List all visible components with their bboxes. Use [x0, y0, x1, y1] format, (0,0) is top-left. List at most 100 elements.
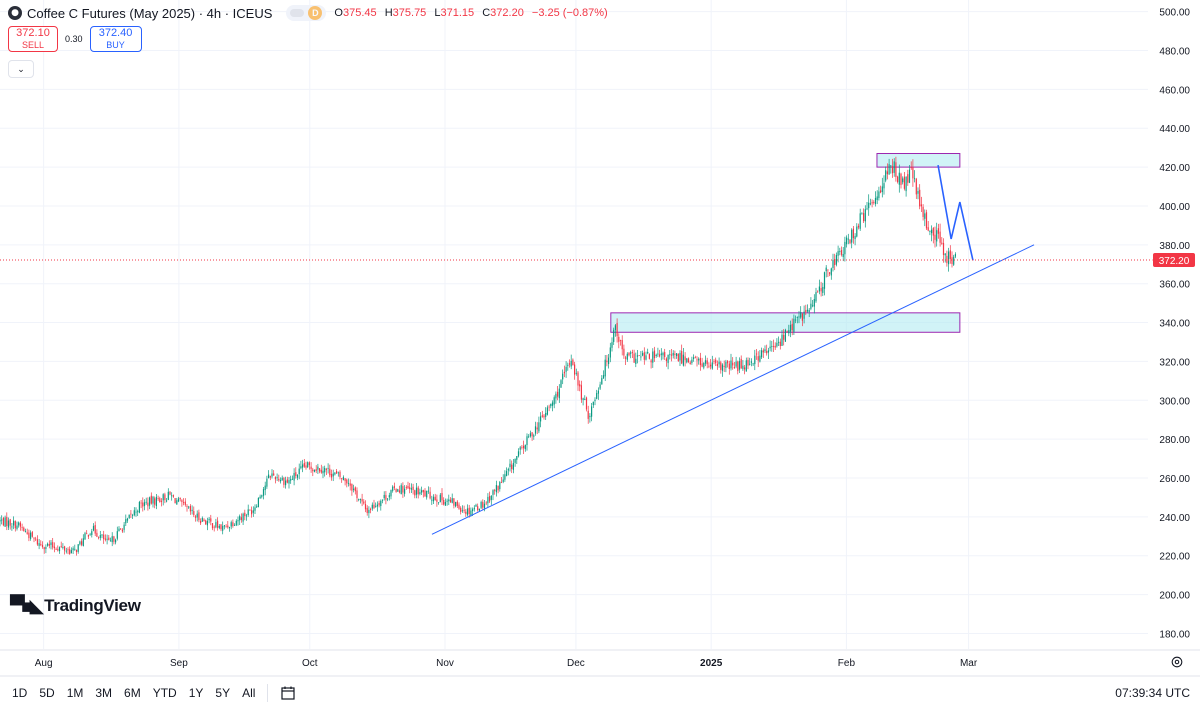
candle-body [101, 534, 103, 536]
candle-body [251, 510, 253, 515]
candle-body [895, 162, 897, 177]
candle-body [907, 174, 909, 183]
candle-body [286, 479, 288, 483]
clock-display[interactable]: 07:39:34 UTC [1115, 686, 1190, 700]
buy-button[interactable]: 372.40 BUY [89, 26, 142, 52]
candle-body [308, 462, 310, 466]
bottom-toolbar: 1D 5D 1M 3M 6M YTD 1Y 5Y All 07:39:34 UT… [0, 678, 1200, 708]
candle-body [744, 367, 746, 370]
candle-body [347, 482, 350, 484]
candle-body [932, 228, 934, 236]
candle-body [116, 531, 118, 539]
candle-body [33, 538, 35, 540]
buy-price: 372.40 [98, 27, 133, 39]
candle-body [470, 510, 472, 516]
candle-body [147, 502, 149, 507]
tradingview-logo[interactable]: ▀▪◣ TradingView [10, 595, 141, 617]
range-1m-button[interactable]: 1M [66, 686, 84, 700]
candle-body [495, 485, 497, 493]
candle-body [223, 525, 225, 527]
candle-body [174, 498, 176, 504]
time-axis[interactable]: Aug Sep Oct Nov Dec 2025 Feb Mar [0, 649, 1200, 677]
candle-body [152, 496, 154, 504]
candle-body [230, 522, 232, 527]
candle-body [602, 375, 605, 379]
collapse-legend-button[interactable]: ⌄ [8, 60, 34, 78]
candle-body [699, 357, 701, 366]
candle-body [293, 472, 295, 481]
delayed-badge: D [308, 6, 323, 20]
range-5y-button[interactable]: 5Y [215, 686, 231, 700]
candle-body [228, 527, 231, 529]
range-ytd-button[interactable]: YTD [152, 686, 177, 700]
candle-body [829, 272, 831, 274]
price-tick-label: 220.00 [1159, 552, 1190, 563]
candle-body [543, 415, 545, 418]
symbol-title[interactable]: Coffee C Futures (May 2025) · 4h · ICEUS [27, 5, 273, 21]
candle-body [810, 303, 812, 309]
spread-value: 0.30 [65, 34, 83, 44]
candle-body [759, 355, 761, 362]
candle-body [434, 496, 436, 501]
open-value: 375.45 [342, 7, 377, 19]
candle-body [405, 486, 407, 488]
range-all-button[interactable]: All [242, 686, 256, 700]
candle-body [336, 471, 338, 474]
candle-body [939, 231, 941, 243]
range-1d-button[interactable]: 1D [12, 686, 28, 700]
candle-body [579, 384, 581, 387]
range-6m-button[interactable]: 6M [124, 686, 141, 700]
candle-body [818, 286, 820, 292]
candle-body [315, 469, 317, 471]
candle-body [740, 358, 742, 369]
candle-body [142, 502, 144, 507]
range-3m-button[interactable]: 3M [95, 686, 113, 700]
candle-body [693, 357, 695, 359]
candle-body [924, 213, 926, 219]
candle-body [927, 227, 929, 231]
candle-body [499, 482, 501, 490]
candle-body [591, 406, 593, 417]
candle-body [555, 393, 557, 399]
candle-body [244, 512, 246, 517]
low-label: L [434, 7, 441, 19]
candle-body [366, 507, 368, 513]
candle-body [162, 494, 164, 501]
calendar-icon[interactable] [280, 685, 296, 701]
candle-body [429, 491, 431, 499]
candle-body [490, 495, 492, 500]
candle-body [99, 535, 101, 538]
candle-body [475, 504, 477, 507]
candle-body [305, 465, 307, 468]
range-1y-button[interactable]: 1Y [188, 686, 204, 700]
candle-body [893, 161, 895, 173]
candle-body [596, 393, 598, 399]
candle-body [725, 361, 727, 368]
candle-body [28, 532, 30, 539]
candle-body [344, 478, 346, 482]
gear-icon[interactable] [1170, 655, 1184, 669]
price-axis[interactable]: 500.00 480.00 460.00 440.00 420.00 400.00 380.… [1151, 0, 1195, 649]
candle-body [524, 444, 526, 450]
candle-body [239, 516, 241, 521]
candle-body [356, 490, 358, 499]
candle-body [805, 310, 807, 312]
candle-body [303, 463, 305, 467]
range-5d-button[interactable]: 5D [39, 686, 55, 700]
candle-body [149, 497, 151, 506]
last-price-label: 372.20 [1159, 256, 1190, 267]
candle-body [771, 345, 773, 347]
candle-body [121, 529, 123, 532]
candle-body [859, 213, 861, 229]
time-tick-label: Sep [170, 658, 188, 669]
candle-body [125, 519, 127, 524]
market-status-pill[interactable]: D [286, 5, 327, 21]
candle-body [800, 312, 802, 318]
candle-body [439, 494, 441, 503]
candle-body [232, 522, 234, 527]
candle-body [601, 378, 603, 385]
candle-body [910, 167, 912, 169]
candle-body [307, 462, 309, 468]
sell-button[interactable]: 372.10 SELL [8, 26, 58, 52]
